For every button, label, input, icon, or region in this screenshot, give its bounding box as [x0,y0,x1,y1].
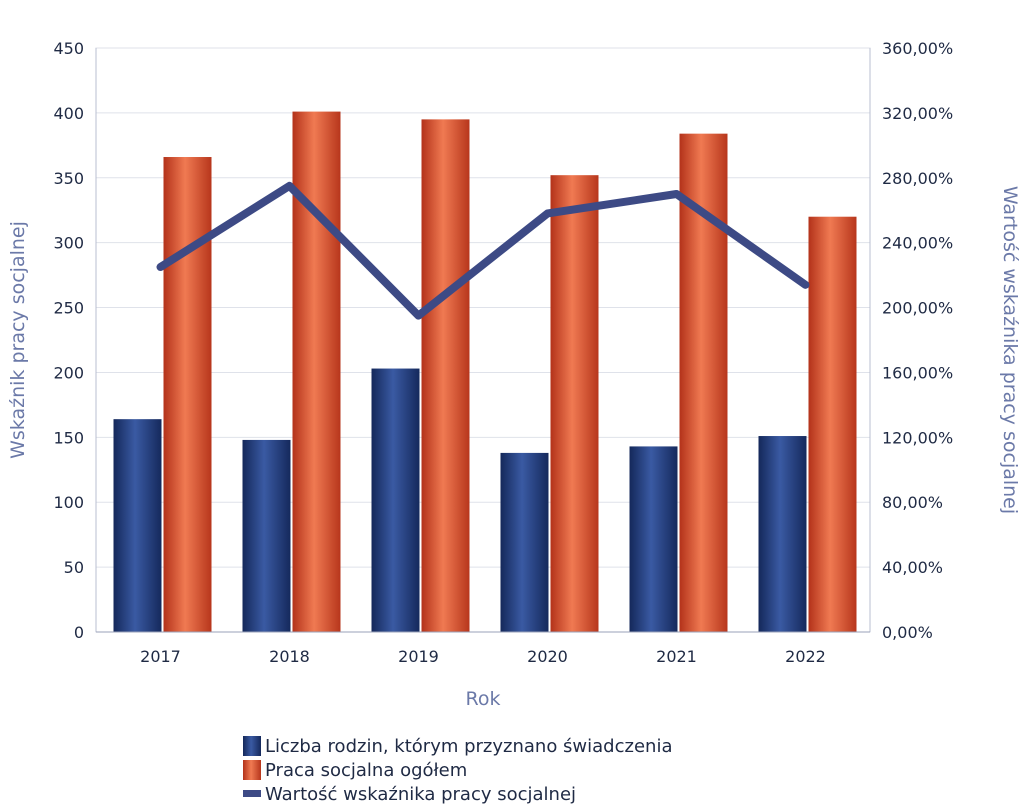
y2-tick-label: 280,00% [882,169,953,188]
y-tick-label: 350 [53,169,84,188]
legend-label: Wartość wskaźnika pracy socjalnej [265,784,576,805]
bar-liczba-rodzin-2018 [242,439,291,632]
y2-tick-label: 120,00% [882,428,953,447]
y2-tick-label: 360,00% [882,39,953,58]
bar-liczba-rodzin-2022 [758,436,807,632]
y2-tick-label: 320,00% [882,104,953,123]
y-tick-label: 100 [53,493,84,512]
legend: Liczba rodzin, którym przyznano świadcze… [243,736,672,805]
bar-praca-socjalna-2018 [292,111,341,632]
y-tick-label: 200 [53,363,84,382]
plot-area [95,47,871,633]
y2-tick-label: 80,00% [882,493,943,512]
point-wartosc-wskaznika-2022 [804,283,807,286]
legend-label: Liczba rodzin, którym przyznano świadcze… [265,736,672,757]
y-axis-title: Wskaźnik pracy socjalnej [7,221,29,459]
bar-liczba-rodzin-2017 [113,419,162,632]
y2-tick-label: 160,00% [882,363,953,382]
bar-liczba-rodzin-2020 [500,452,549,632]
point-wartosc-wskaznika-2017 [159,266,162,268]
x-tick-label: 2022 [785,647,826,666]
y-tick-label: 0 [74,623,84,642]
y2-tick-label: 0,00% [882,623,933,642]
x-tick-label: 2021 [656,647,697,666]
y-tick-label: 300 [53,234,84,253]
bar-praca-socjalna-2020 [550,175,599,632]
y-tick-label: 50 [64,558,84,577]
bar-praca-socjalna-2019 [421,119,470,632]
y-tick-label: 450 [53,39,84,58]
line-series [156,181,810,320]
point-wartosc-wskaznika-2020 [546,212,549,215]
x-tick-label: 2020 [527,647,568,666]
y2-tick-label: 40,00% [882,558,943,577]
point-wartosc-wskaznika-2021 [675,193,678,195]
legend-swatch [243,790,261,797]
legend-swatch [243,736,261,756]
y-tick-label: 400 [53,104,84,123]
axes: 0 50 100 150 200 250 300 350 400 450 0,00% 40,00% 80… [7,39,1021,710]
bar-praca-socjalna-2017 [163,157,212,632]
y2-axis-title: Wartość wskaźnika pracy socjalnej [999,186,1021,514]
y2-tick-label: 240,00% [882,234,953,253]
legend-label: Praca socjalna ogółem [265,760,467,781]
x-tick-label: 2019 [398,647,439,666]
y-tick-label: 250 [53,299,84,318]
bar-praca-socjalna-2022 [808,216,857,632]
gridlines [95,47,871,633]
line-wartosc-wskaznika [156,181,810,320]
legend-swatch [243,760,261,780]
y-tick-label: 150 [53,428,84,447]
bar-liczba-rodzin-2019 [371,368,420,632]
point-wartosc-wskaznika-2019 [417,314,420,317]
y2-tick-label: 200,00% [882,299,953,318]
x-tick-label: 2017 [140,647,181,666]
point-wartosc-wskaznika-2018 [288,184,291,187]
x-axis-title: Rok [466,688,501,710]
x-tick-label: 2018 [269,647,310,666]
bar-liczba-rodzin-2021 [629,446,678,632]
bars [113,111,857,633]
